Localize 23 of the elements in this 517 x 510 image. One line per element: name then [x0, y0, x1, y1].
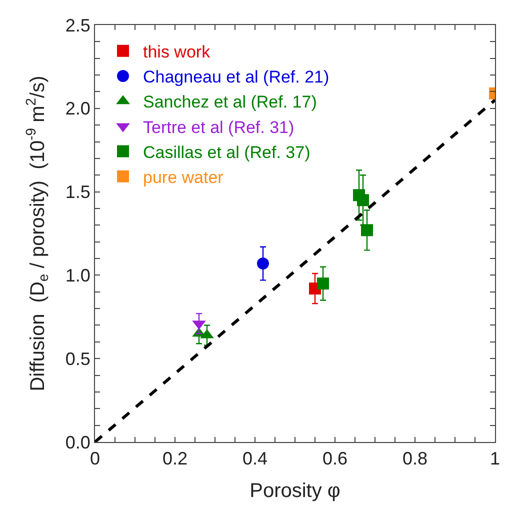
point: [361, 224, 373, 236]
x-tick-label: 0.8: [402, 448, 428, 469]
x-tick-label: 0.4: [242, 448, 268, 469]
x-tick-label: 1: [490, 448, 500, 469]
y-tick-label: 1.0: [65, 266, 90, 286]
x-tick-label: 0.2: [162, 448, 188, 469]
y-tick-label: 2.5: [65, 15, 90, 36]
x-axis-title: Porosity φ: [250, 480, 340, 502]
point: [257, 258, 269, 270]
x-tick-label: 0.6: [322, 448, 348, 469]
y-tick-label: 0.0: [65, 432, 90, 452]
x-tick-label: 0: [90, 448, 100, 469]
point: [357, 194, 369, 206]
legend-label: Chagneau et al (Ref. 21): [143, 68, 330, 87]
legend-label: Sanchez et al (Ref. 17): [143, 92, 317, 112]
legend-label: pure water: [143, 168, 224, 188]
point: [317, 278, 329, 290]
y-tick-label: 2.0: [65, 98, 90, 119]
y-tick-label: 0.5: [65, 348, 90, 369]
legend-label: Tertre et al (Ref. 31): [143, 118, 294, 137]
legend-label: this work: [143, 42, 211, 62]
y-tick-label: 1.5: [65, 182, 90, 202]
legend-label: Casillas et al (Ref. 37): [143, 142, 310, 162]
